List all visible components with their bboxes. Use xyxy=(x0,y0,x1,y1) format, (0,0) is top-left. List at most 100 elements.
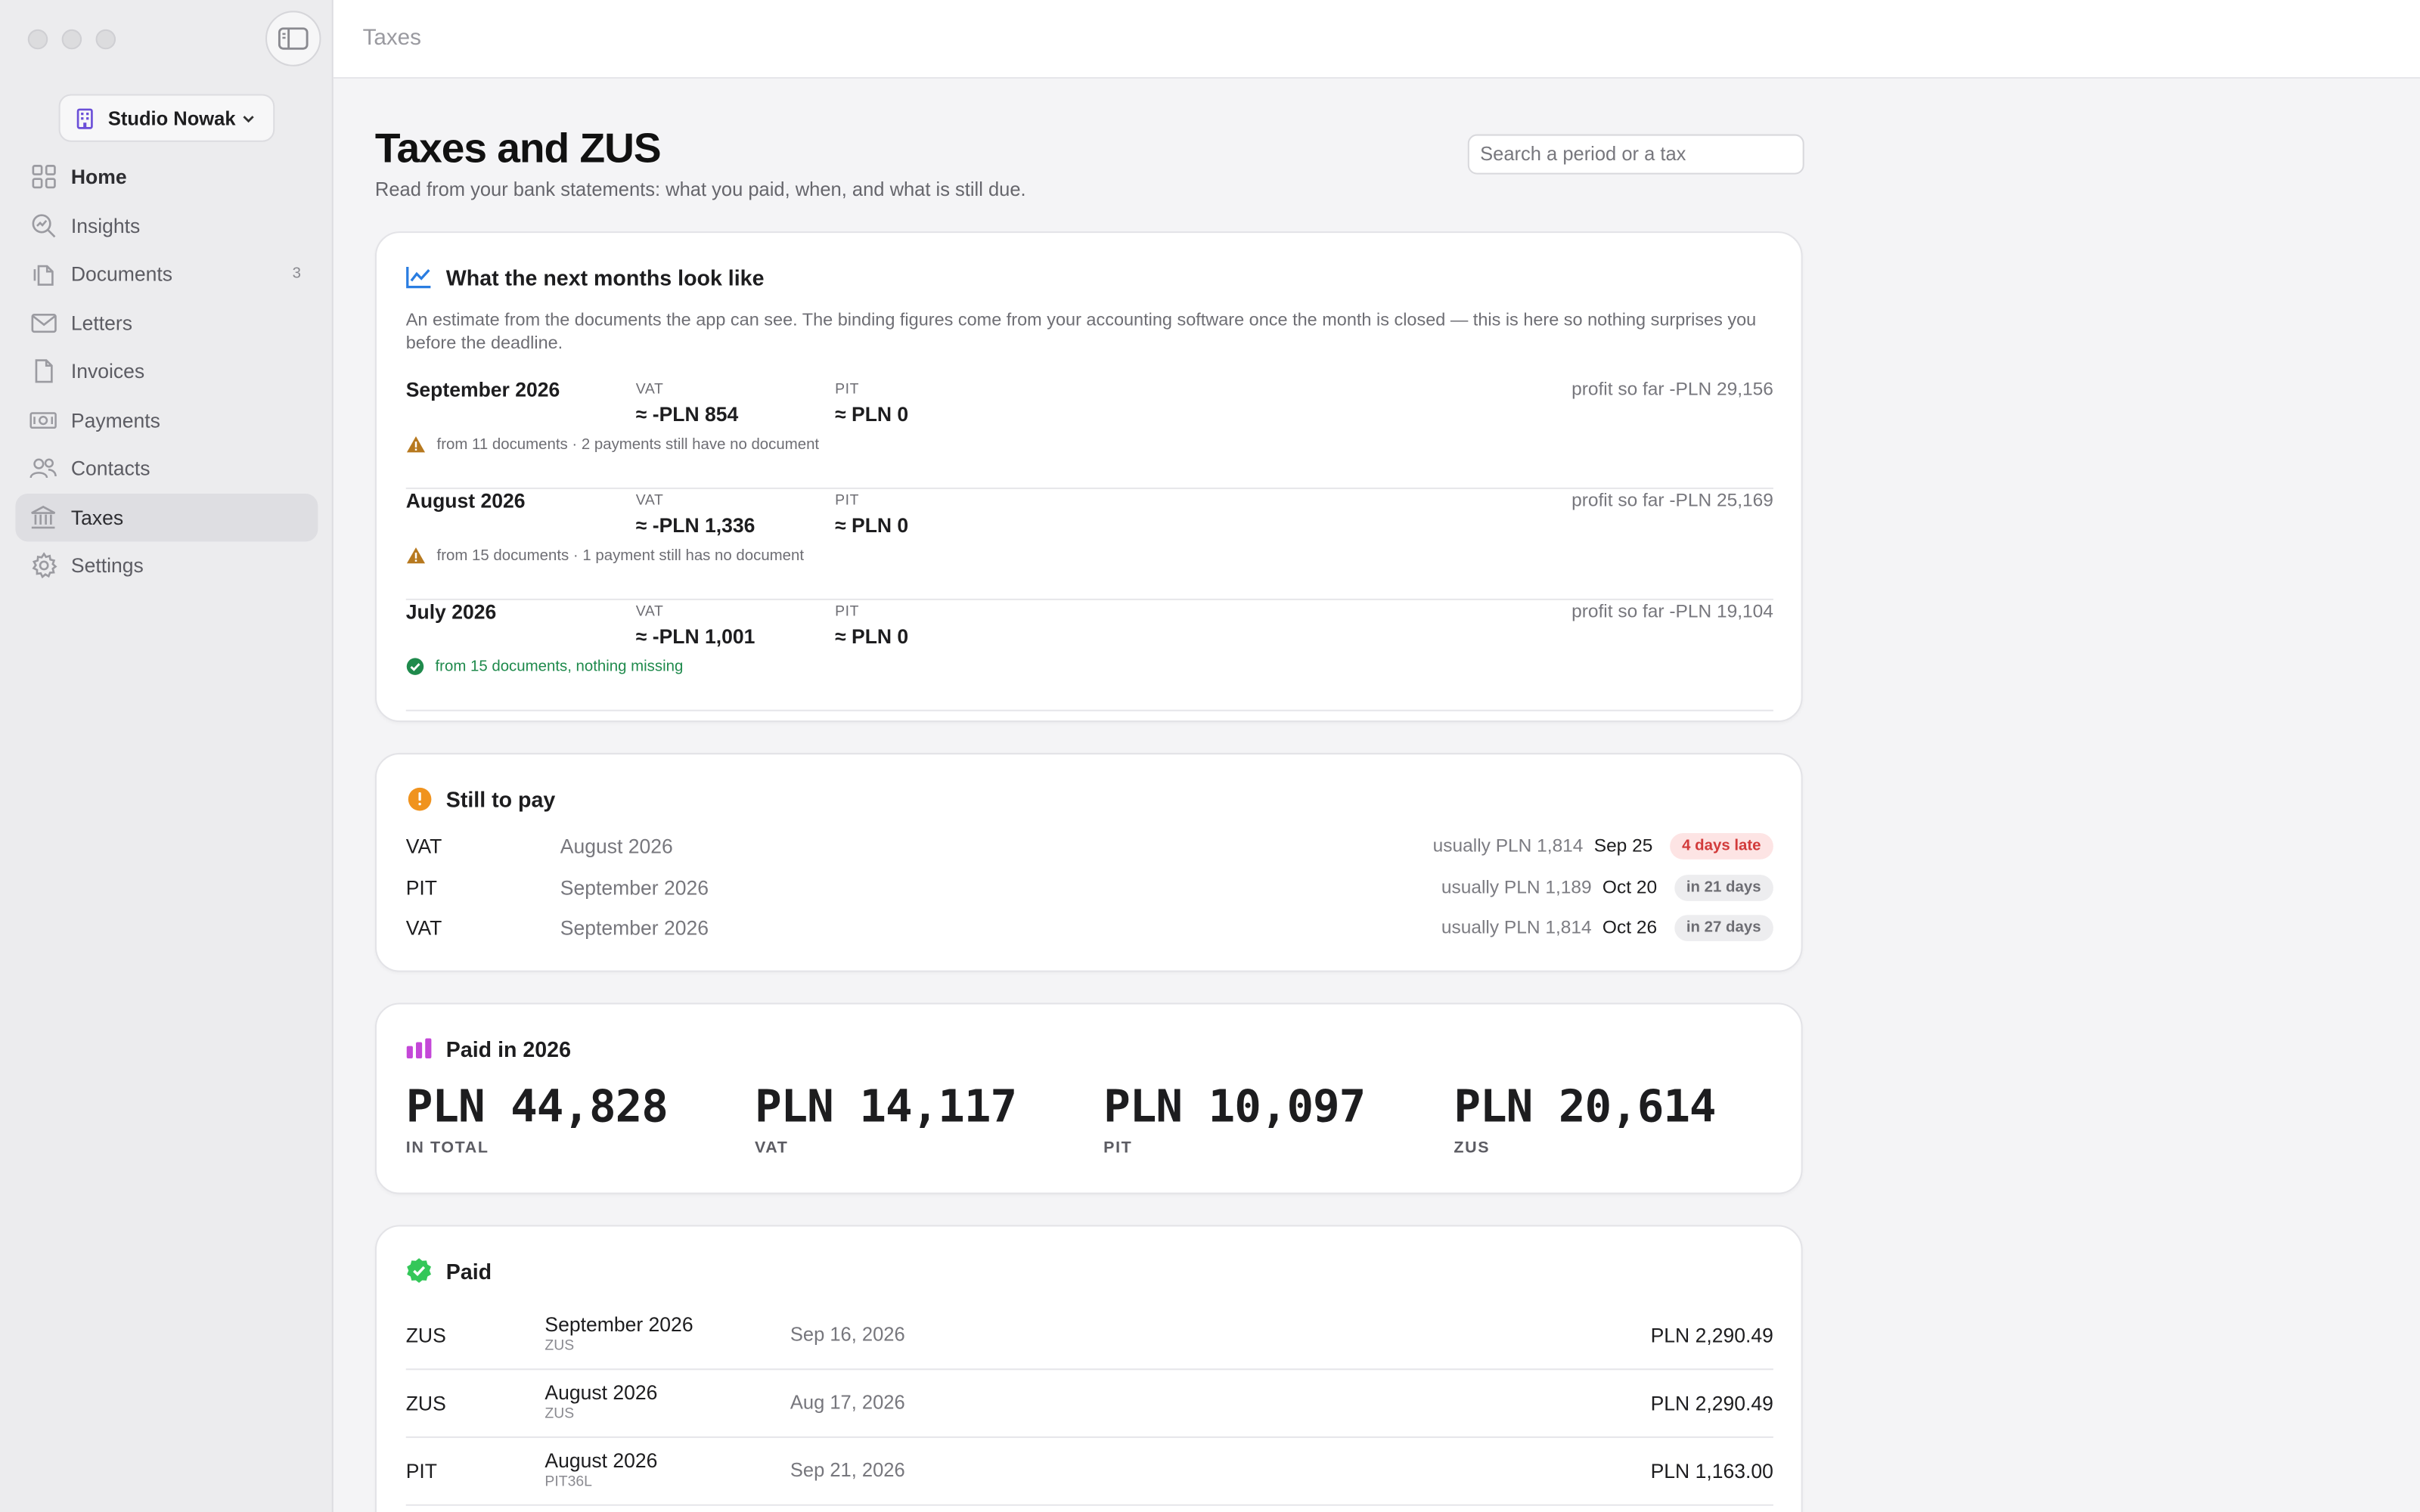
line-chart-icon xyxy=(406,264,433,290)
warning-icon xyxy=(406,547,426,564)
pit-label: PIT xyxy=(835,603,860,621)
forecast-card-header: What the next months look like xyxy=(406,264,765,290)
forecast-month: September 2026 xyxy=(405,377,560,401)
banknote-icon xyxy=(29,406,57,434)
bank-icon xyxy=(29,503,57,531)
paid-totals-card: Paid in 2026 PLN 44,828 IN TOTAL PLN 14,… xyxy=(374,1002,1803,1194)
pit-estimate: ≈ PLN 0 xyxy=(835,624,909,649)
sidebar-item-letters[interactable]: Letters xyxy=(15,299,318,347)
payment-amount: PLN 2,290.49 xyxy=(1650,1324,1773,1347)
tax-period: September 2026 xyxy=(544,1312,693,1337)
sidebar-item-settings[interactable]: Settings xyxy=(15,541,318,590)
vat-amount: PLN 14,117 xyxy=(754,1080,1017,1132)
sidebar-item-label: Invoices xyxy=(70,360,145,383)
forecast-note: from 11 documents · 2 payments still hav… xyxy=(406,435,819,454)
tax-type: ZUS xyxy=(405,1324,446,1347)
tax-period: September 2026 xyxy=(560,876,709,900)
due-info: usually PLN 1,814 Oct 26 in 27 days xyxy=(1441,910,1773,944)
tax-type: PIT xyxy=(405,876,438,900)
due-date: Oct 20 xyxy=(1602,876,1658,898)
tax-type: VAT xyxy=(405,916,442,940)
forecast-note: from 15 documents, nothing missing xyxy=(406,657,683,675)
tax-period: September 2026 xyxy=(560,916,709,940)
org-name: Studio Nowak xyxy=(107,107,236,129)
page-title: Taxes and ZUS xyxy=(374,125,662,172)
forecast-row[interactable]: September 2026 VAT ≈ -PLN 854 PIT ≈ PLN … xyxy=(405,377,1773,489)
vat-label: VAT xyxy=(635,381,664,398)
sidebar-item-documents[interactable]: Documents 3 xyxy=(15,250,318,299)
sidebar: Studio Nowak Home Insights Documents 3 L… xyxy=(0,0,334,1512)
zus-stat: PLN 20,614 ZUS xyxy=(1454,1080,1716,1157)
paid-list-card: Paid ZUS September 2026 ZUS Sep 16, 2026… xyxy=(374,1225,1803,1512)
usual-amount: usually PLN 1,814 xyxy=(1441,916,1592,938)
sidebar-item-taxes[interactable]: Taxes xyxy=(15,493,318,542)
sidebar-item-label: Settings xyxy=(70,554,144,578)
forecast-card-title: What the next months look like xyxy=(445,264,765,290)
total-label: IN TOTAL xyxy=(405,1139,489,1157)
pit-label: PIT xyxy=(835,492,860,510)
sidebar-item-insights[interactable]: Insights xyxy=(15,201,318,249)
sidebar-item-home[interactable]: Home xyxy=(15,153,318,201)
due-payment-row[interactable]: VAT September 2026 usually PLN 1,814 Oct… xyxy=(406,910,1773,950)
tax-period: August 2026 xyxy=(544,1448,658,1472)
gear-icon xyxy=(29,552,57,580)
pit-amount: PLN 10,097 xyxy=(1103,1080,1366,1132)
sidebar-nav: Home Insights Documents 3 Letters Invoic… xyxy=(15,153,318,590)
sidebar-item-label: Contacts xyxy=(70,457,150,481)
top-bar: Taxes xyxy=(333,0,2420,79)
sidebar-item-invoices[interactable]: Invoices xyxy=(15,347,318,395)
forecast-pit: PIT ≈ PLN 0 xyxy=(835,492,908,537)
paid-row[interactable]: PIT August 2026 PIT36L Sep 21, 2026 PLN … xyxy=(405,1438,1773,1506)
forecast-note-text: from 11 documents · 2 payments still hav… xyxy=(436,435,820,453)
profit-so-far: profit so far -PLN 29,156 xyxy=(1571,377,1773,400)
tax-type: PIT xyxy=(405,1459,438,1483)
due-payment-row[interactable]: PIT September 2026 usually PLN 1,189 Oct… xyxy=(406,870,1773,910)
profit-so-far: profit so far -PLN 19,104 xyxy=(1571,600,1773,622)
tax-period: August 2026 xyxy=(544,1380,658,1405)
forecast-row[interactable]: August 2026 VAT ≈ -PLN 1,336 PIT ≈ PLN 0… xyxy=(405,488,1773,600)
forecast-description: An estimate from the documents the app c… xyxy=(405,311,1757,354)
alert-circle-icon xyxy=(406,785,433,812)
due-date: Sep 25 xyxy=(1593,835,1653,857)
tax-form: PIT36L xyxy=(544,1473,592,1491)
search-input[interactable] xyxy=(1467,134,1804,175)
sidebar-toggle-button[interactable] xyxy=(265,11,321,67)
forecast-row[interactable]: July 2026 VAT ≈ -PLN 1,001 PIT ≈ PLN 0 p… xyxy=(405,600,1773,711)
sidebar-item-label: Insights xyxy=(70,214,141,237)
due-payment-row[interactable]: VAT August 2026 usually PLN 1,814 Sep 25… xyxy=(406,829,1773,869)
tax-period: August 2026 xyxy=(560,835,673,858)
zus-amount: PLN 20,614 xyxy=(1454,1080,1716,1132)
close-window-button[interactable] xyxy=(27,29,48,50)
tax-type: VAT xyxy=(405,835,442,858)
vat-estimate: ≈ -PLN 1,336 xyxy=(635,513,755,538)
sidebar-toggle-icon xyxy=(278,27,309,50)
tax-type: ZUS xyxy=(405,1391,446,1415)
sidebar-item-payments[interactable]: Payments xyxy=(15,395,318,444)
sidebar-item-label: Taxes xyxy=(70,505,124,529)
usual-amount: usually PLN 1,189 xyxy=(1441,876,1592,898)
forecast-pit: PIT ≈ PLN 0 xyxy=(835,603,908,648)
invoice-icon xyxy=(29,358,57,386)
minimize-window-button[interactable] xyxy=(61,29,82,50)
org-switcher[interactable]: Studio Nowak xyxy=(58,94,275,142)
grid-icon xyxy=(29,163,57,191)
tax-form: ZUS xyxy=(544,1405,575,1423)
sidebar-item-label: Documents xyxy=(70,262,173,287)
pit-stat: PLN 10,097 PIT xyxy=(1103,1080,1366,1157)
checkmark-circle-icon xyxy=(406,658,424,675)
profit-so-far: profit so far -PLN 25,169 xyxy=(1571,488,1773,511)
forecast-card: What the next months look like An estima… xyxy=(374,231,1803,723)
zoom-window-button[interactable] xyxy=(95,29,116,50)
vat-label: VAT xyxy=(635,603,664,621)
vat-label: VAT xyxy=(754,1139,789,1157)
status-badge: 4 days late xyxy=(1669,832,1773,859)
chevron-down-icon xyxy=(242,110,254,125)
forecast-vat: VAT ≈ -PLN 1,001 xyxy=(636,603,755,648)
paid-row[interactable]: ZUS September 2026 ZUS Sep 16, 2026 PLN … xyxy=(405,1302,1773,1371)
sidebar-item-contacts[interactable]: Contacts xyxy=(15,445,318,493)
vat-label: VAT xyxy=(635,492,664,510)
forecast-month: July 2026 xyxy=(405,600,497,624)
paid-row[interactable]: ZUS August 2026 ZUS Aug 17, 2026 PLN 2,2… xyxy=(405,1370,1773,1439)
due-info: usually PLN 1,814 Sep 25 4 days late xyxy=(1433,829,1773,863)
paid-list-title: Paid xyxy=(445,1258,492,1283)
